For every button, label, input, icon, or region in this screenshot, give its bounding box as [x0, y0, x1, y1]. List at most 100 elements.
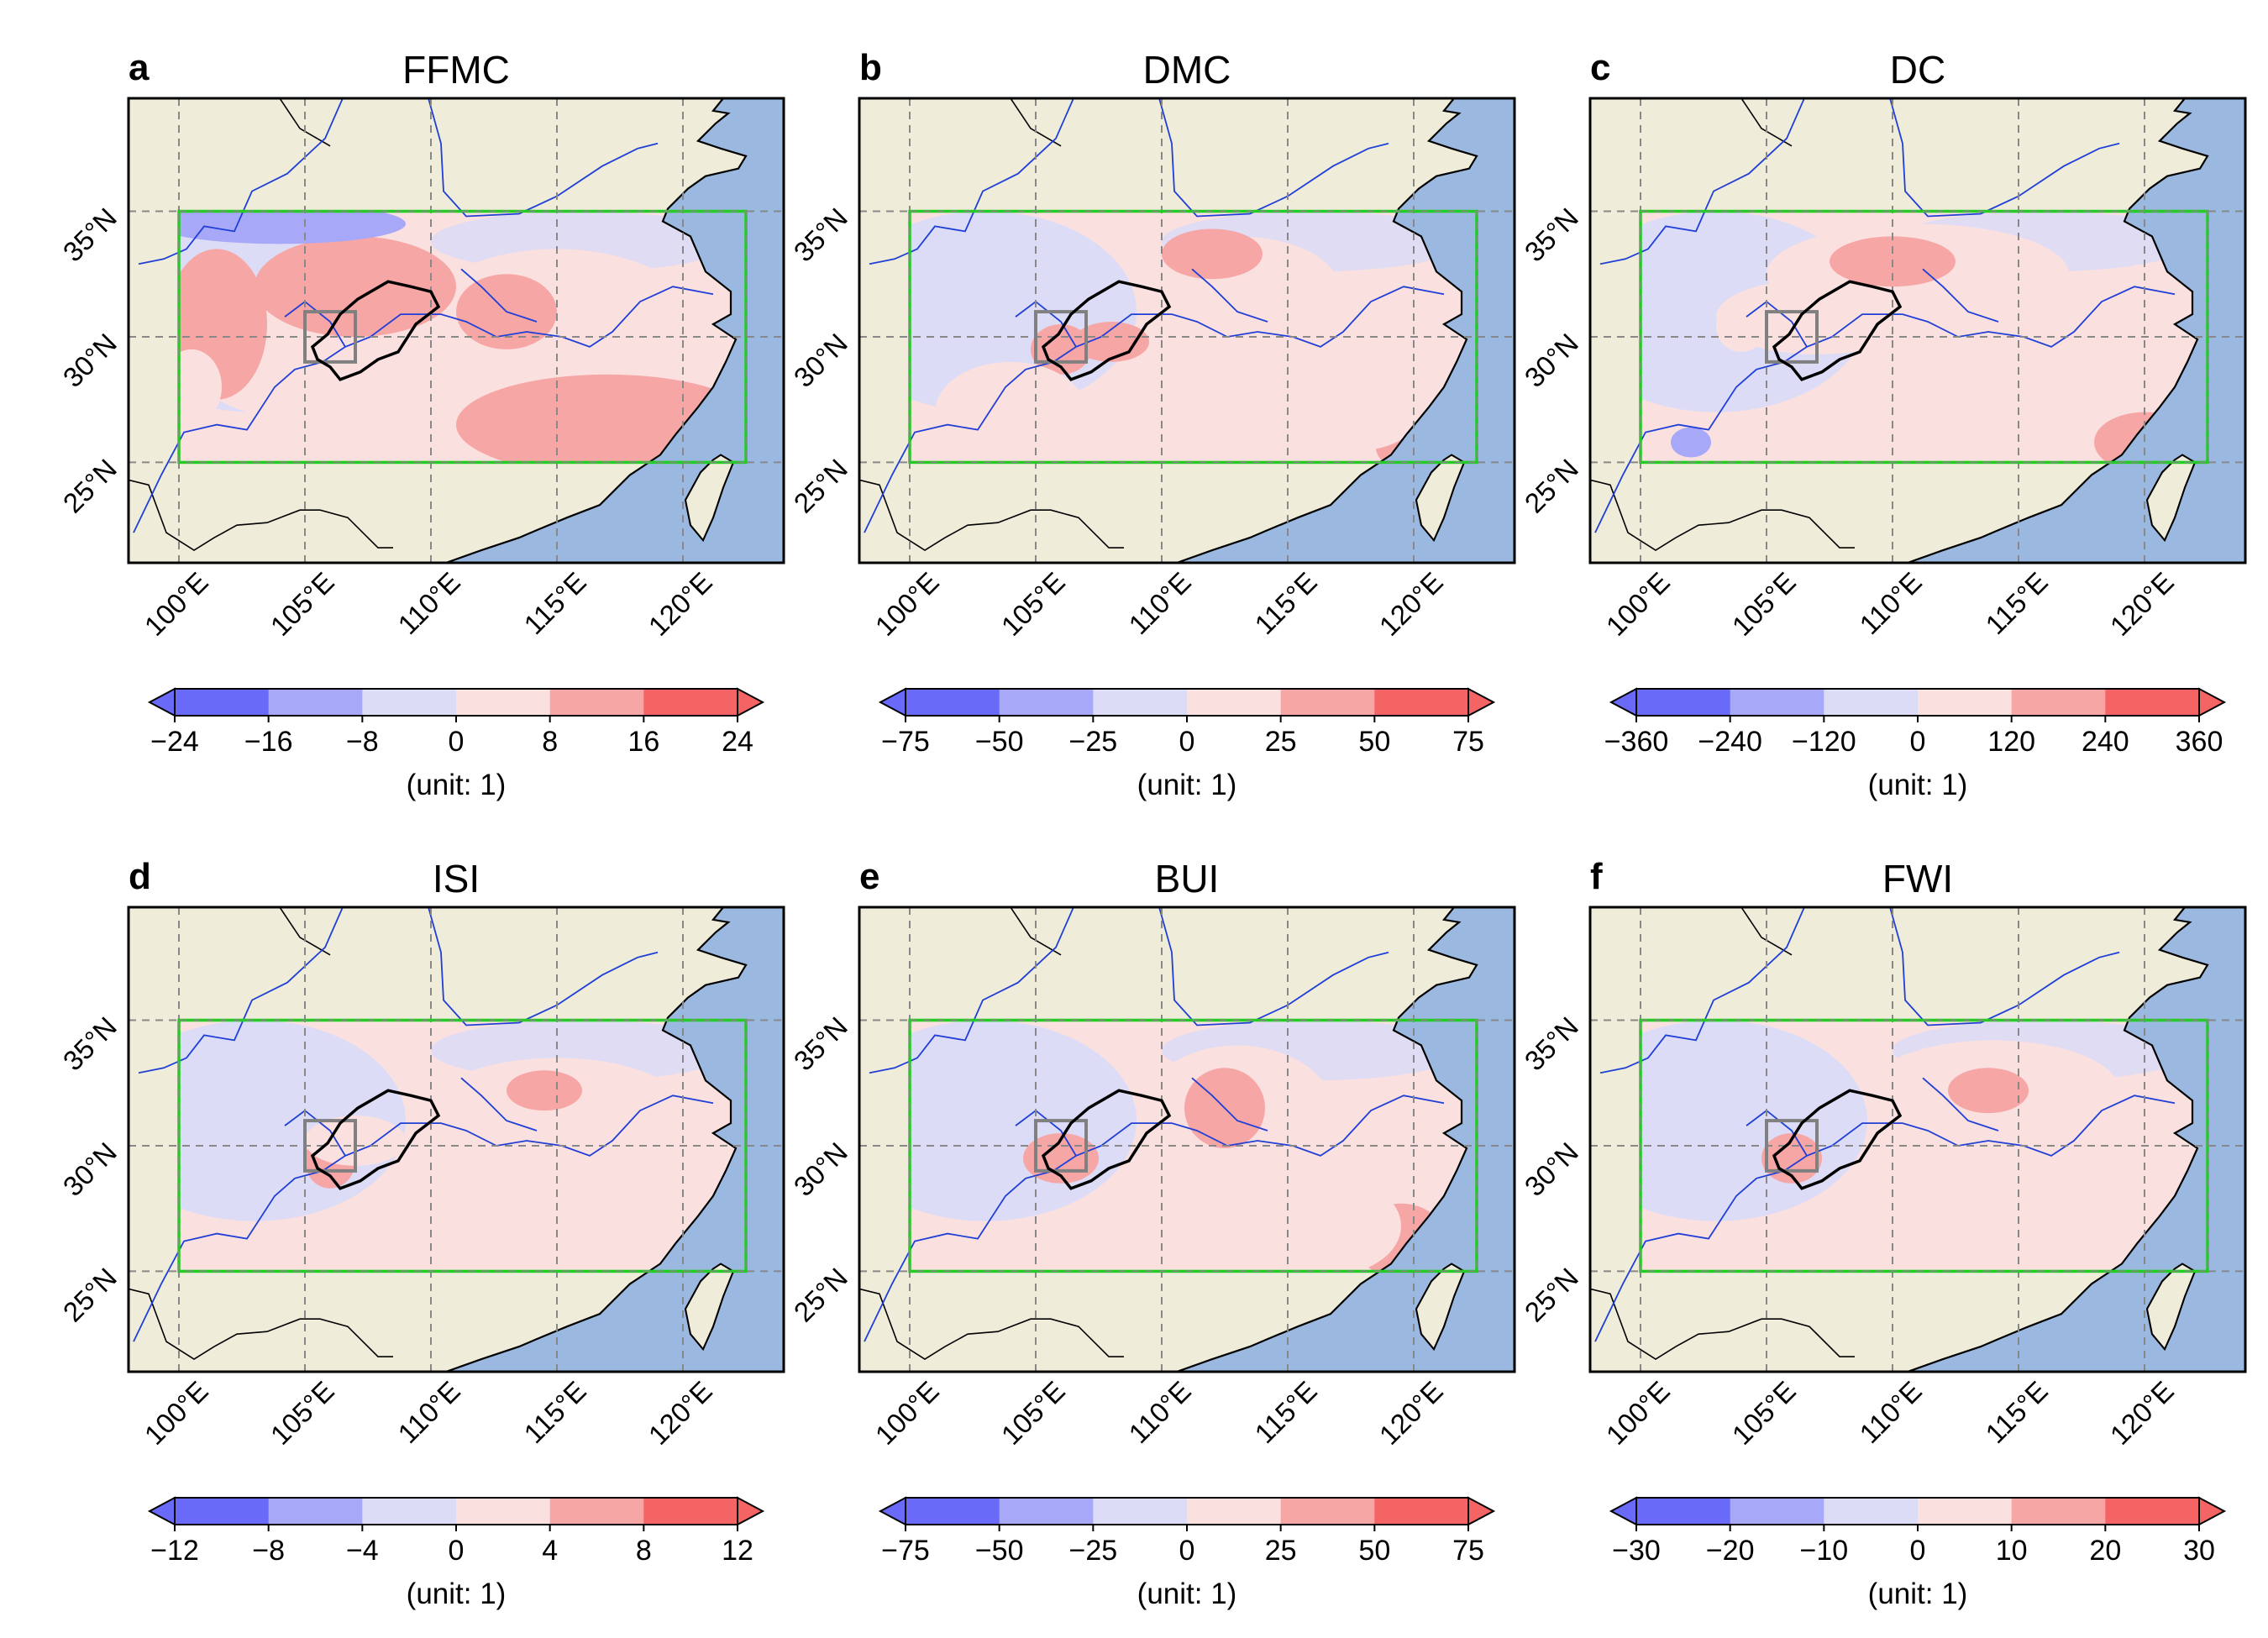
panel-letter: f	[1590, 856, 1603, 897]
colorbar-tick-label: 24	[722, 726, 753, 758]
river-line	[138, 907, 344, 1074]
colorbar: −30 −20 −10 0 10 20 30 (unit: 1)	[1609, 1496, 2227, 1610]
map-area	[1590, 98, 2245, 563]
chongqing-outline	[310, 1089, 441, 1190]
lon-label: 115°E	[517, 566, 591, 640]
colorbar-tick-label: 8	[636, 1535, 652, 1567]
lon-label: 120°E	[1373, 1375, 1449, 1451]
colorbar-segment	[1374, 689, 1469, 716]
colorbar-extend-low	[878, 1496, 906, 1526]
colorbar-extend-low	[147, 687, 176, 717]
colorbar: −12 −8 −4 0 4 8 12 (unit: 1)	[147, 1496, 765, 1610]
taiwan-island	[2145, 1263, 2197, 1351]
river-line	[1599, 907, 1805, 1074]
colorbar-tick-label: 0	[1910, 726, 1926, 758]
map-frame	[858, 906, 1516, 1373]
lon-label: 100°E	[1600, 566, 1676, 642]
colorbar-tick-label: 8	[542, 726, 558, 758]
lon-label: 100°E	[869, 566, 945, 642]
colorbar-unit-label: (unit: 1)	[407, 769, 507, 801]
taiwan-island	[684, 454, 735, 542]
panel-title: FFMC	[402, 48, 510, 92]
lat-label: 30°N	[788, 328, 853, 393]
colorbar-tick-label: −50	[975, 1535, 1024, 1567]
colorbar-segment	[2105, 689, 2200, 716]
border-line	[1590, 479, 1855, 552]
taiwan-island	[684, 1263, 735, 1351]
river-line	[138, 98, 344, 265]
lon-label: 110°E	[1122, 1375, 1196, 1449]
lon-label: 110°E	[1122, 566, 1196, 640]
border-line	[1740, 98, 1793, 147]
panel-letter: e	[859, 856, 879, 897]
study-box-dash	[1640, 1019, 2208, 1273]
colorbar-tick-label: −16	[244, 726, 293, 758]
colorbar-segment	[1187, 1498, 1282, 1525]
lon-label: 100°E	[869, 1375, 945, 1451]
study-box-dash	[909, 1019, 1478, 1273]
map-area	[1590, 907, 2245, 1372]
coastline	[1906, 907, 2245, 1372]
panel-a: a FFMC 100°E 105°E 110°E 115°E 120°E 35°N 30°N 25…	[57, 47, 785, 801]
colorbar-segment	[268, 689, 363, 716]
colorbar-tick-label: −120	[1792, 726, 1856, 758]
border-line	[1010, 98, 1062, 147]
river-line	[1191, 1077, 1268, 1131]
sichuan-box	[1765, 310, 1819, 364]
colorbar-segment	[643, 689, 738, 716]
anomaly-patch	[1671, 427, 1711, 458]
colorbar-tick-label: 75	[1452, 1535, 1484, 1567]
colorbar-segment	[1093, 1498, 1188, 1525]
ocean-mask	[1379, 211, 1477, 463]
colorbar-segment	[1636, 689, 1731, 716]
colorbar-tick-label: −360	[1604, 726, 1669, 758]
lon-label: 105°E	[265, 566, 340, 642]
border-line	[279, 907, 331, 956]
river-line	[460, 268, 538, 323]
colorbar-tick-label: −50	[975, 726, 1024, 758]
colorbar-segment	[906, 1498, 1000, 1525]
border-line	[859, 479, 1124, 552]
coastline	[1175, 98, 1515, 563]
panel-f: f FWI 100°E 105°E 110°E 115°E 120°E 35°N 30°N 25°…	[1519, 856, 2247, 1610]
map-area	[129, 907, 784, 1372]
ocean-mask	[1379, 1020, 1477, 1272]
colorbar-tick-label: 25	[1265, 1535, 1297, 1567]
panel-letter: d	[129, 856, 151, 897]
lon-label: 105°E	[995, 1375, 1071, 1451]
lon-label: 120°E	[2104, 566, 2180, 642]
colorbar-tick-label: 0	[449, 1535, 465, 1567]
lon-label: 110°E	[391, 1375, 465, 1449]
lat-label: 25°N	[788, 453, 853, 518]
ocean-mask	[648, 1020, 746, 1272]
colorbar-segment	[362, 689, 457, 716]
colorbar-tick-label: −12	[150, 1535, 199, 1567]
lon-label: 115°E	[1248, 566, 1322, 640]
panel-title: DC	[1890, 48, 1945, 92]
colorbar-segment	[1280, 689, 1375, 716]
colorbar-tick-label: −240	[1698, 726, 1762, 758]
colorbar-tick-label: −24	[150, 726, 199, 758]
border-line	[129, 1288, 393, 1361]
colorbar-unit-label: (unit: 1)	[1137, 1578, 1237, 1610]
lat-label: 25°N	[57, 453, 123, 518]
colorbar-extend-low	[1609, 1496, 1637, 1526]
colorbar-tick-label: 0	[449, 726, 465, 758]
map-frame	[127, 906, 785, 1373]
lon-label: 105°E	[1726, 566, 1802, 642]
lat-label: 35°N	[1519, 202, 1584, 267]
colorbar-segment	[549, 689, 644, 716]
sichuan-box	[1765, 1119, 1819, 1173]
colorbar-segment	[906, 689, 1000, 716]
lon-label: 105°E	[1726, 1375, 1802, 1451]
colorbar-segment	[1280, 1498, 1375, 1525]
lon-label: 100°E	[139, 566, 214, 642]
river-line	[1158, 907, 1389, 1026]
colorbar-extend-high	[737, 687, 765, 717]
anomaly-patch	[1948, 1068, 2029, 1114]
colorbar-tick-label: 10	[1996, 1535, 2028, 1567]
lon-label: 110°E	[391, 566, 465, 640]
colorbar-tick-label: −75	[881, 1535, 930, 1567]
colorbar-tick-label: −25	[1068, 1535, 1117, 1567]
